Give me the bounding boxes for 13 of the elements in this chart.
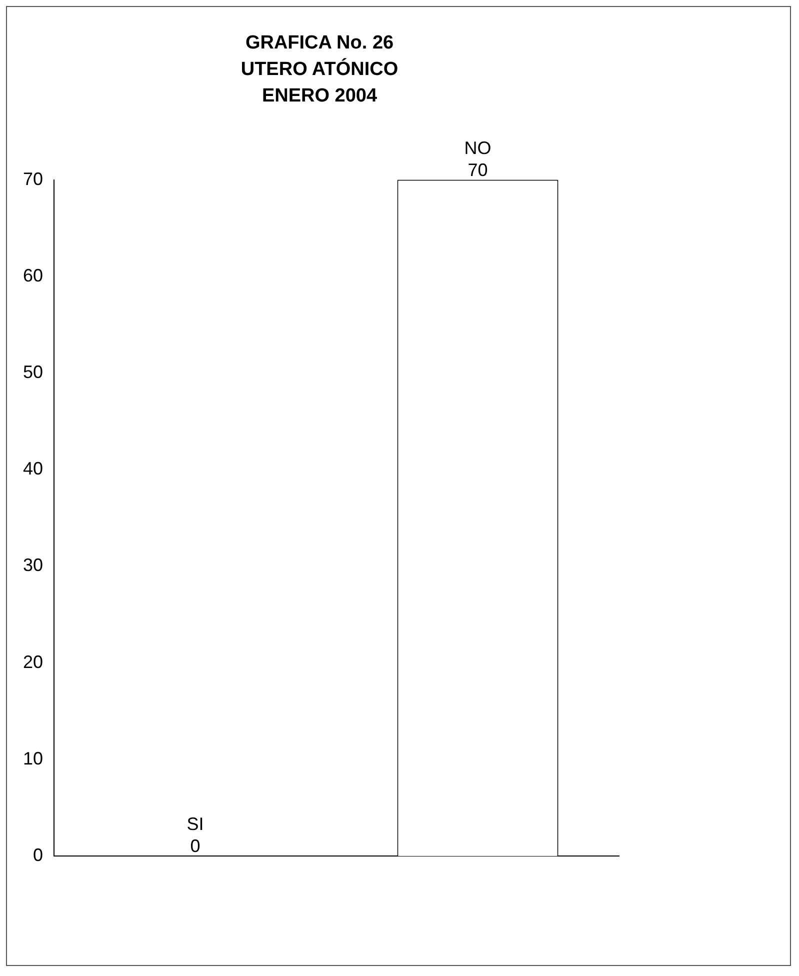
x-tick-label: NO: [464, 138, 492, 158]
y-tick-label: 10: [22, 748, 44, 768]
y-tick-label: 0: [33, 844, 44, 865]
y-tick-label: 70: [22, 168, 44, 189]
x-tick-label: SI: [186, 814, 204, 834]
data-label: 70: [468, 160, 488, 180]
y-tick-label: 20: [22, 652, 44, 672]
chart-title: GRAFICA No. 26 UTERO ATÓNICO ENERO 2004: [240, 32, 398, 107]
y-tick-label: 30: [22, 555, 44, 576]
data-label: 0: [190, 836, 200, 856]
y-tick-label: 50: [22, 362, 44, 382]
y-tick-label: 60: [22, 265, 44, 286]
y-tick-label: 40: [22, 458, 44, 479]
